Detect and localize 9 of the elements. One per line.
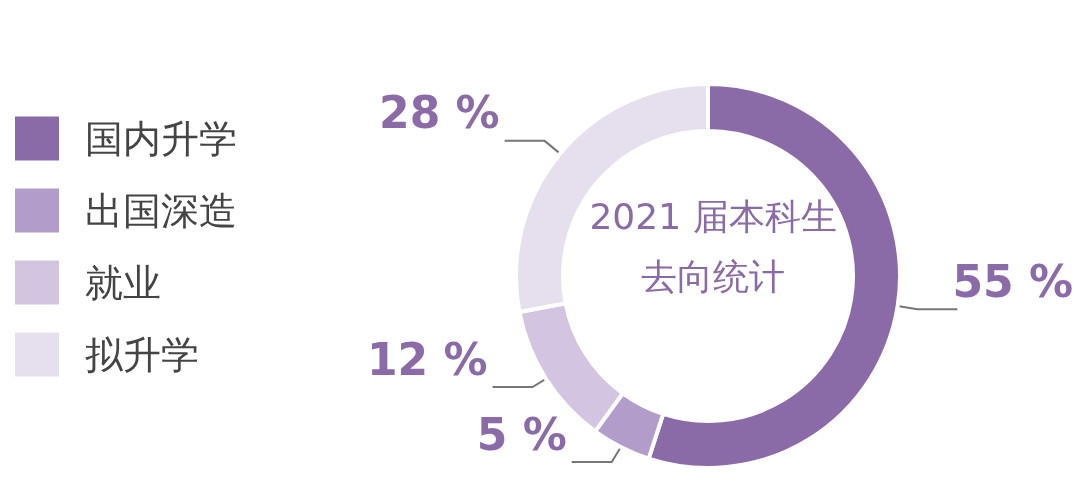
legend-label: 出国深造 bbox=[85, 188, 237, 233]
data-label: 28 % bbox=[379, 87, 500, 139]
legend-label: 拟升学 bbox=[85, 332, 199, 377]
legend-label: 国内升学 bbox=[85, 116, 237, 161]
data-label: 12 % bbox=[366, 333, 488, 385]
text: 2021 届本科生去向统计 bbox=[589, 196, 837, 297]
data-label: 5 % bbox=[476, 408, 567, 460]
legend-label: 就业 bbox=[85, 260, 161, 305]
data-label: 55 % bbox=[952, 255, 1074, 307]
